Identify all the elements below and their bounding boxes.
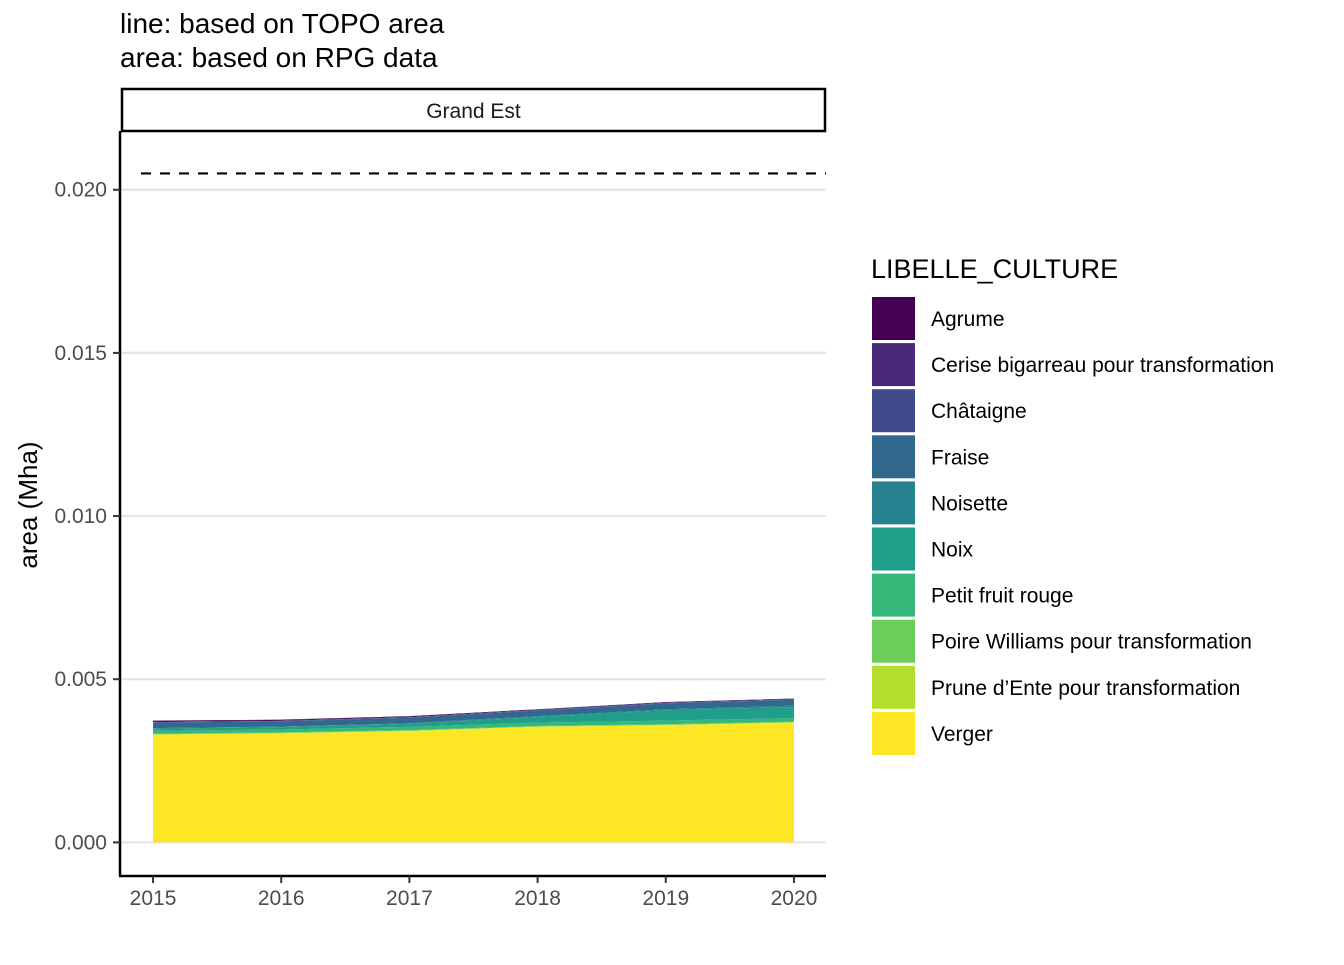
y-axis-ticks: 0.000 0.005 0.010 0.015 0.020	[54, 179, 120, 854]
legend-label: Prune d’Ente pour transformation	[931, 677, 1240, 700]
y-tick-label: 0.005	[54, 668, 107, 691]
y-tick-label: 0.015	[54, 342, 107, 365]
legend-label: Châtaigne	[931, 400, 1027, 423]
area-verger	[153, 722, 794, 843]
legend-label: Noisette	[931, 492, 1008, 515]
x-tick-label: 2015	[130, 887, 177, 910]
legend-swatch	[872, 573, 915, 617]
legend-label: Petit fruit rouge	[931, 585, 1073, 608]
chart-title-line-2: area: based on RPG data	[120, 42, 438, 73]
area-cerise-bigarreau-pour-transformation	[153, 698, 794, 723]
legend-swatch	[872, 481, 915, 525]
x-axis-ticks: 2015 2016 2017 2018 2019 2020	[130, 876, 818, 910]
legend-swatch	[872, 343, 915, 387]
x-tick-label: 2020	[771, 887, 818, 910]
legend-label: Poire Williams pour transformation	[931, 631, 1252, 654]
legend-swatch	[872, 389, 915, 433]
legend-swatch	[872, 435, 915, 479]
facet-strip-label: Grand Est	[426, 100, 521, 123]
area-poire-williams-pour-transformation	[153, 721, 794, 735]
legend-swatch	[872, 297, 915, 340]
area-prune-d-ente-pour-transformation	[153, 722, 794, 735]
y-tick-label: 0.020	[54, 179, 107, 202]
legend-items: Agrume Cerise bigarreau pour transformati…	[872, 297, 1274, 755]
legend-label: Agrume	[931, 308, 1005, 331]
area-noisette	[153, 705, 794, 729]
x-tick-label: 2017	[386, 887, 433, 910]
legend-label: Verger	[931, 723, 993, 746]
area-petit-fruit-rouge	[153, 718, 794, 734]
x-tick-label: 2018	[514, 887, 561, 910]
legend-swatch	[872, 665, 915, 709]
y-tick-label: 0.010	[54, 505, 107, 528]
legend-label: Noix	[931, 539, 974, 562]
legend: LIBELLE_CULTURE Agrume Cerise bigarreau p…	[871, 254, 1274, 755]
legend-label: Fraise	[931, 446, 989, 469]
area-noix	[153, 706, 794, 731]
area-layers	[153, 698, 794, 843]
plot-panel	[118, 131, 826, 878]
legend-swatch	[872, 619, 915, 663]
x-tick-label: 2019	[642, 887, 689, 910]
y-tick-label: 0.000	[54, 831, 107, 854]
legend-label: Cerise bigarreau pour transformation	[931, 354, 1274, 377]
legend-title: LIBELLE_CULTURE	[871, 254, 1118, 284]
legend-swatch	[872, 711, 915, 755]
x-tick-label: 2016	[258, 887, 305, 910]
facet-strip	[120, 87, 827, 133]
y-axis-title: area (Mha)	[13, 441, 43, 568]
area-fraise	[153, 699, 794, 729]
legend-swatch	[872, 527, 915, 571]
chart-title-line-1: line: based on TOPO area	[120, 8, 445, 39]
